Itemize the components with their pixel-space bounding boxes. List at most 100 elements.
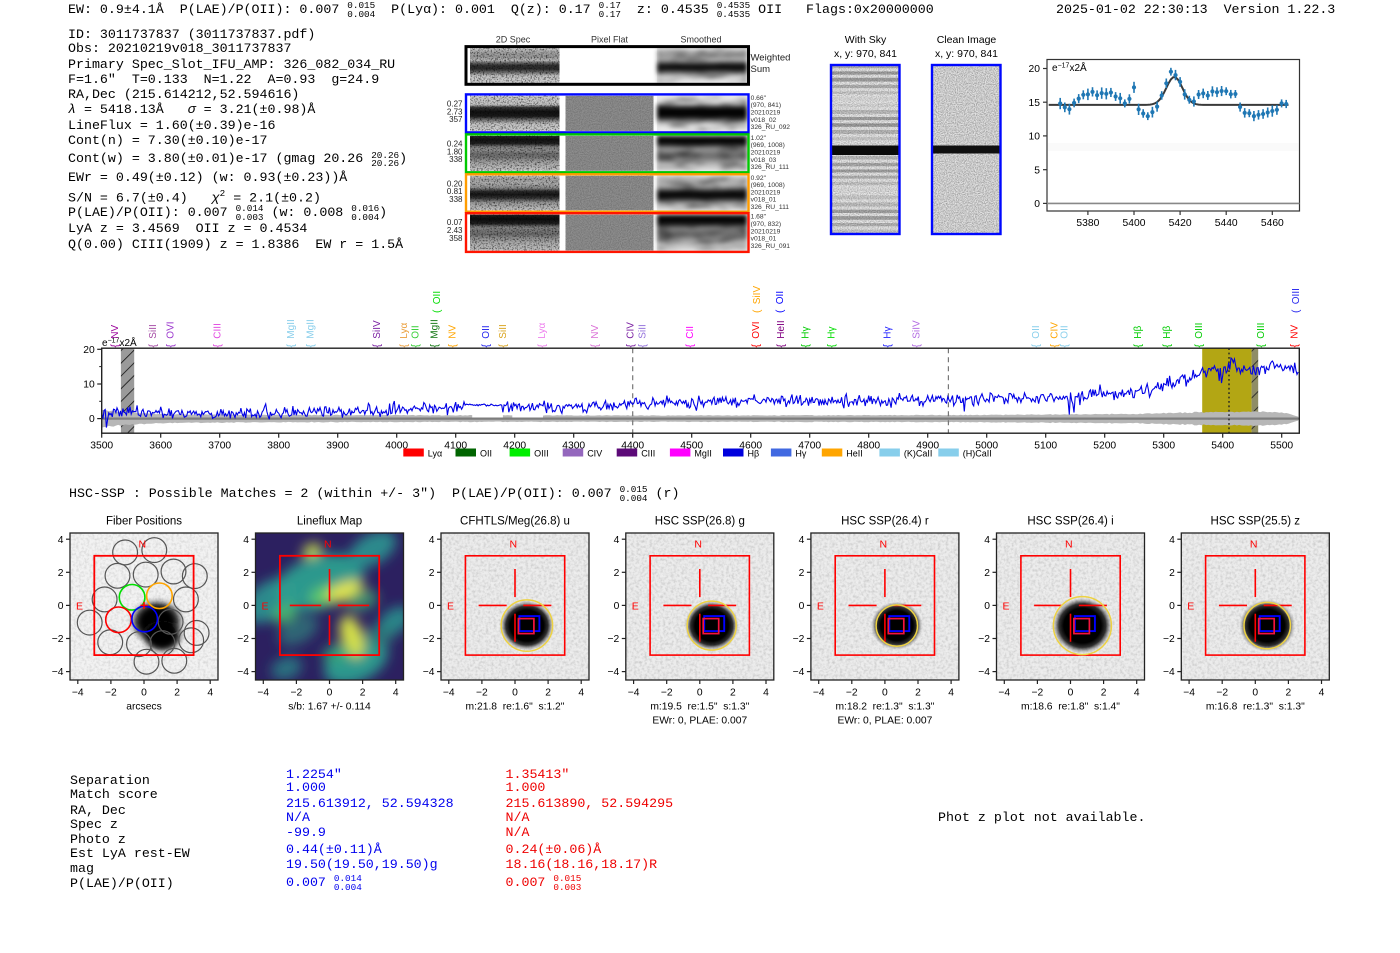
svg-text:4: 4 [799, 535, 805, 546]
svg-text:N: N [879, 538, 887, 550]
svg-text:−4: −4 [237, 667, 249, 678]
svg-text:0: 0 [58, 601, 64, 612]
svg-text:0: 0 [89, 414, 95, 425]
svg-text:326_RU_111: 326_RU_111 [751, 164, 790, 171]
svg-text:(970, 841): (970, 841) [751, 102, 782, 109]
svg-text:{ SiIV: { SiIV [371, 320, 383, 347]
svg-text:5400: 5400 [1211, 441, 1234, 452]
svg-text:−2: −2 [476, 688, 488, 699]
svg-text:0: 0 [512, 688, 518, 699]
svg-text:0: 0 [141, 688, 147, 699]
svg-text:( OIII: ( OIII [1290, 288, 1302, 313]
svg-text:4200: 4200 [503, 441, 526, 452]
svg-text:EWr: 0, PLAE: 0.007: EWr: 0, PLAE: 0.007 [652, 716, 747, 727]
svg-text:−2: −2 [52, 634, 64, 645]
svg-text:{ OVI: { OVI [750, 321, 762, 347]
svg-text:{ SiIV: { SiIV [911, 320, 923, 347]
svg-text:2: 2 [984, 568, 990, 579]
svg-text:4: 4 [948, 688, 954, 699]
svg-text:20: 20 [1029, 64, 1041, 75]
svg-text:0: 0 [1034, 199, 1040, 210]
svg-text:E: E [632, 600, 639, 612]
svg-text:e−17x2Å: e−17x2Å [1052, 61, 1087, 74]
svg-text:2: 2 [545, 688, 551, 699]
svg-text:326_RU_111: 326_RU_111 [751, 204, 790, 211]
svg-text:Hγ: Hγ [795, 449, 806, 459]
svg-text:E: E [261, 600, 268, 612]
svg-text:{ MgII: { MgII [285, 319, 297, 347]
svg-text:5: 5 [1034, 165, 1040, 176]
svg-text:−4: −4 [257, 688, 269, 699]
svg-text:{ NV: { NV [109, 324, 121, 347]
svg-text:{ OVI: { OVI [165, 321, 177, 347]
svg-text:−2: −2 [661, 688, 673, 699]
svg-text:{ Hγ: { Hγ [882, 326, 894, 347]
svg-text:Smoothed: Smoothed [680, 35, 721, 45]
svg-text:{ MgII: { MgII [429, 319, 441, 347]
svg-text:0: 0 [327, 688, 333, 699]
svg-text:4: 4 [614, 535, 620, 546]
svg-text:2: 2 [1286, 688, 1292, 699]
svg-text:10: 10 [1029, 132, 1041, 143]
svg-text:2: 2 [1101, 688, 1107, 699]
svg-text:5400: 5400 [1123, 218, 1146, 229]
svg-text:3800: 3800 [267, 441, 290, 452]
svg-text:5460: 5460 [1261, 218, 1284, 229]
svg-text:v018_02: v018_02 [751, 117, 777, 124]
svg-text:arcsecs: arcsecs [126, 702, 161, 713]
svg-text:20210219: 20210219 [751, 150, 781, 157]
svg-text:{ NV: { NV [589, 324, 601, 347]
svg-text:Lyα: Lyα [428, 449, 442, 459]
svg-text:5380: 5380 [1076, 218, 1099, 229]
svg-text:0: 0 [429, 601, 435, 612]
svg-text:2D Spec: 2D Spec [496, 35, 531, 45]
svg-text:326_RU_091: 326_RU_091 [751, 243, 791, 250]
svg-text:Pixel Flat: Pixel Flat [591, 35, 629, 45]
svg-text:−4: −4 [443, 688, 455, 699]
svg-text:−4: −4 [423, 667, 435, 678]
svg-text:−4: −4 [793, 667, 805, 678]
svg-text:5420: 5420 [1169, 218, 1192, 229]
svg-text:3900: 3900 [326, 441, 349, 452]
svg-text:1.80: 1.80 [447, 147, 463, 156]
svg-text:5100: 5100 [1034, 441, 1057, 452]
svg-text:3500: 3500 [90, 441, 113, 452]
svg-text:0.20: 0.20 [447, 179, 463, 188]
svg-text:{ MgII: { MgII [305, 319, 317, 347]
svg-text:357: 357 [449, 115, 463, 124]
svg-text:(H)CaII: (H)CaII [963, 449, 992, 459]
svg-text:{ NV: { NV [447, 324, 459, 347]
svg-text:−2: −2 [1163, 634, 1175, 645]
svg-text:2: 2 [429, 568, 435, 579]
svg-text:N: N [139, 538, 147, 550]
svg-text:v018_01: v018_01 [751, 236, 777, 243]
svg-text:0: 0 [697, 688, 703, 699]
svg-text:−2: −2 [846, 688, 858, 699]
svg-text:2: 2 [58, 568, 64, 579]
svg-text:10: 10 [83, 380, 95, 391]
svg-text:5300: 5300 [1152, 441, 1175, 452]
svg-text:0: 0 [614, 601, 620, 612]
svg-text:Weighted: Weighted [751, 53, 791, 64]
svg-text:4: 4 [429, 535, 435, 546]
svg-text:0: 0 [882, 688, 888, 699]
svg-text:( OII: ( OII [431, 291, 443, 313]
svg-text:0: 0 [1068, 688, 1074, 699]
svg-text:{ CII: { CII [684, 326, 696, 348]
svg-text:4100: 4100 [444, 441, 467, 452]
svg-text:( SiIV: ( SiIV [751, 286, 763, 313]
svg-text:−2: −2 [608, 634, 620, 645]
svg-text:−4: −4 [608, 667, 620, 678]
svg-text:2: 2 [730, 688, 736, 699]
svg-text:x, y: 970, 841: x, y: 970, 841 [834, 48, 897, 60]
svg-text:4000: 4000 [385, 441, 408, 452]
svg-text:4: 4 [984, 535, 990, 546]
svg-text:HSC SSP(26.8) g: HSC SSP(26.8) g [655, 516, 745, 528]
svg-text:4400: 4400 [621, 441, 644, 452]
svg-text:−2: −2 [105, 688, 117, 699]
svg-text:N: N [694, 538, 702, 550]
svg-text:v018_03: v018_03 [751, 157, 777, 164]
svg-text:0.07: 0.07 [447, 218, 463, 227]
svg-text:m:19.5 re:1.5" s:1.3": m:19.5 re:1.5" s:1.3" [650, 702, 749, 713]
svg-text:5440: 5440 [1215, 218, 1238, 229]
